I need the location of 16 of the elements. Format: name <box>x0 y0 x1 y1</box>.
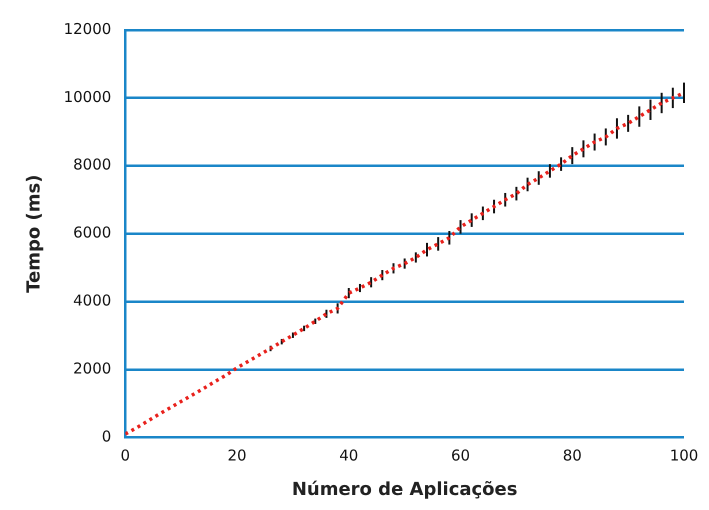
y-axis-title: Tempo (ms) <box>23 174 44 293</box>
x-tick-label: 80 <box>562 446 582 464</box>
y-tick-label: 8000 <box>73 156 112 174</box>
y-tick-label: 2000 <box>73 359 112 378</box>
x-tick-label: 20 <box>228 446 247 464</box>
x-tick-label: 100 <box>670 446 698 464</box>
y-tick-label: 4000 <box>73 291 112 310</box>
x-tick-label: 60 <box>450 446 470 464</box>
y-tick-label: 6000 <box>73 224 112 242</box>
x-tick-label: 40 <box>339 446 358 464</box>
y-tick-label: 12000 <box>64 20 112 38</box>
x-tick-label: 0 <box>120 446 130 464</box>
y-tick-label: 0 <box>102 427 112 446</box>
x-axis-title: Número de Aplicações <box>292 478 518 500</box>
line-series <box>125 91 684 436</box>
y-tick-label: 10000 <box>64 88 112 106</box>
